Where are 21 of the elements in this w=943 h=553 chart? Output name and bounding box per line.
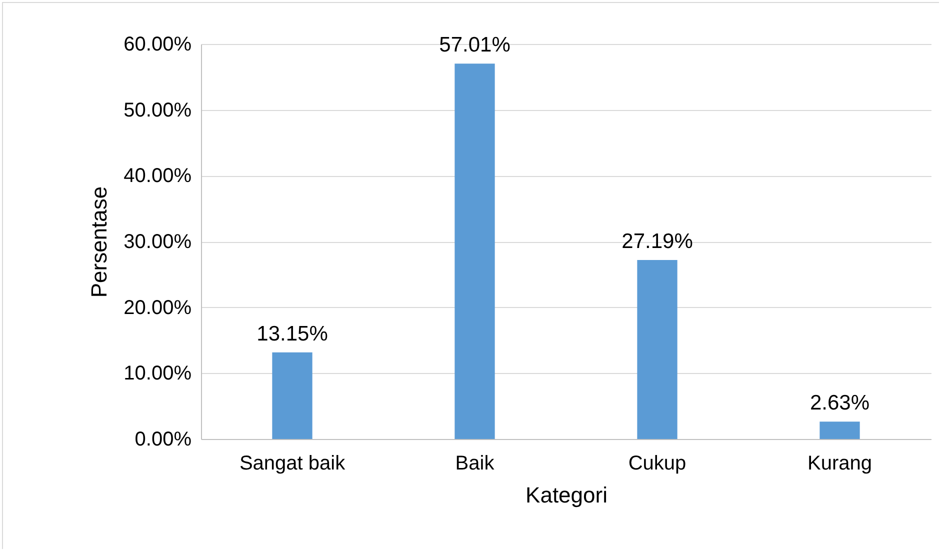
bar xyxy=(637,260,678,439)
data-label: 2.63% xyxy=(810,392,870,415)
y-tick-label: 40.00% xyxy=(124,165,192,188)
y-tick-label: 20.00% xyxy=(124,296,192,319)
y-tick-label: 30.00% xyxy=(124,231,192,253)
data-label: 57.01% xyxy=(439,34,510,57)
bar xyxy=(272,352,312,439)
bar xyxy=(454,64,495,439)
x-tick-label: Baik xyxy=(455,452,496,474)
y-tick-label: 0.00% xyxy=(134,428,192,450)
y-tick-label: 50.00% xyxy=(124,99,192,122)
bar xyxy=(820,422,860,439)
x-axis-title: Kategori xyxy=(526,482,608,508)
data-label: 13.15% xyxy=(256,322,328,346)
data-label: 27.19% xyxy=(622,230,693,253)
y-axis-title: Persentase xyxy=(86,186,112,298)
x-tick-label: Kurang xyxy=(808,452,872,474)
x-tick-label: Cukup xyxy=(628,452,686,474)
y-tick-label: 10.00% xyxy=(124,362,192,385)
y-tick-label: 60.00% xyxy=(124,34,192,56)
x-tick-label: Sangat baik xyxy=(239,452,346,474)
